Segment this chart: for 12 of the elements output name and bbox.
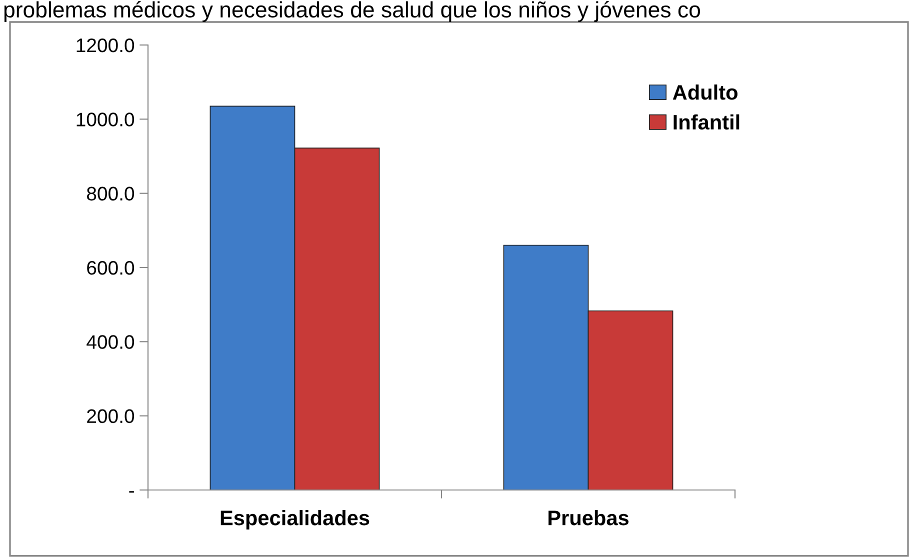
y-tick-label: 400.0: [86, 335, 134, 349]
y-tick-label: 200.0: [87, 409, 134, 424]
legend-label: Infantil: [674, 114, 740, 130]
y-tick-label: -: [129, 491, 134, 493]
x-tick-label: Pruebas: [548, 510, 629, 526]
y-tick-label: 1200.0: [76, 38, 134, 52]
y-tick-label: 1000.0: [76, 112, 134, 126]
x-tick-label: Especialidades: [220, 510, 370, 530]
text: problemas médicos y necesidades de salud que los niños y jóvenes co: [4, 1, 700, 22]
y-tick-label: 800.0: [86, 186, 134, 201]
legend-label: Adulto: [672, 84, 738, 100]
y-tick-label: 600.0: [87, 260, 134, 275]
